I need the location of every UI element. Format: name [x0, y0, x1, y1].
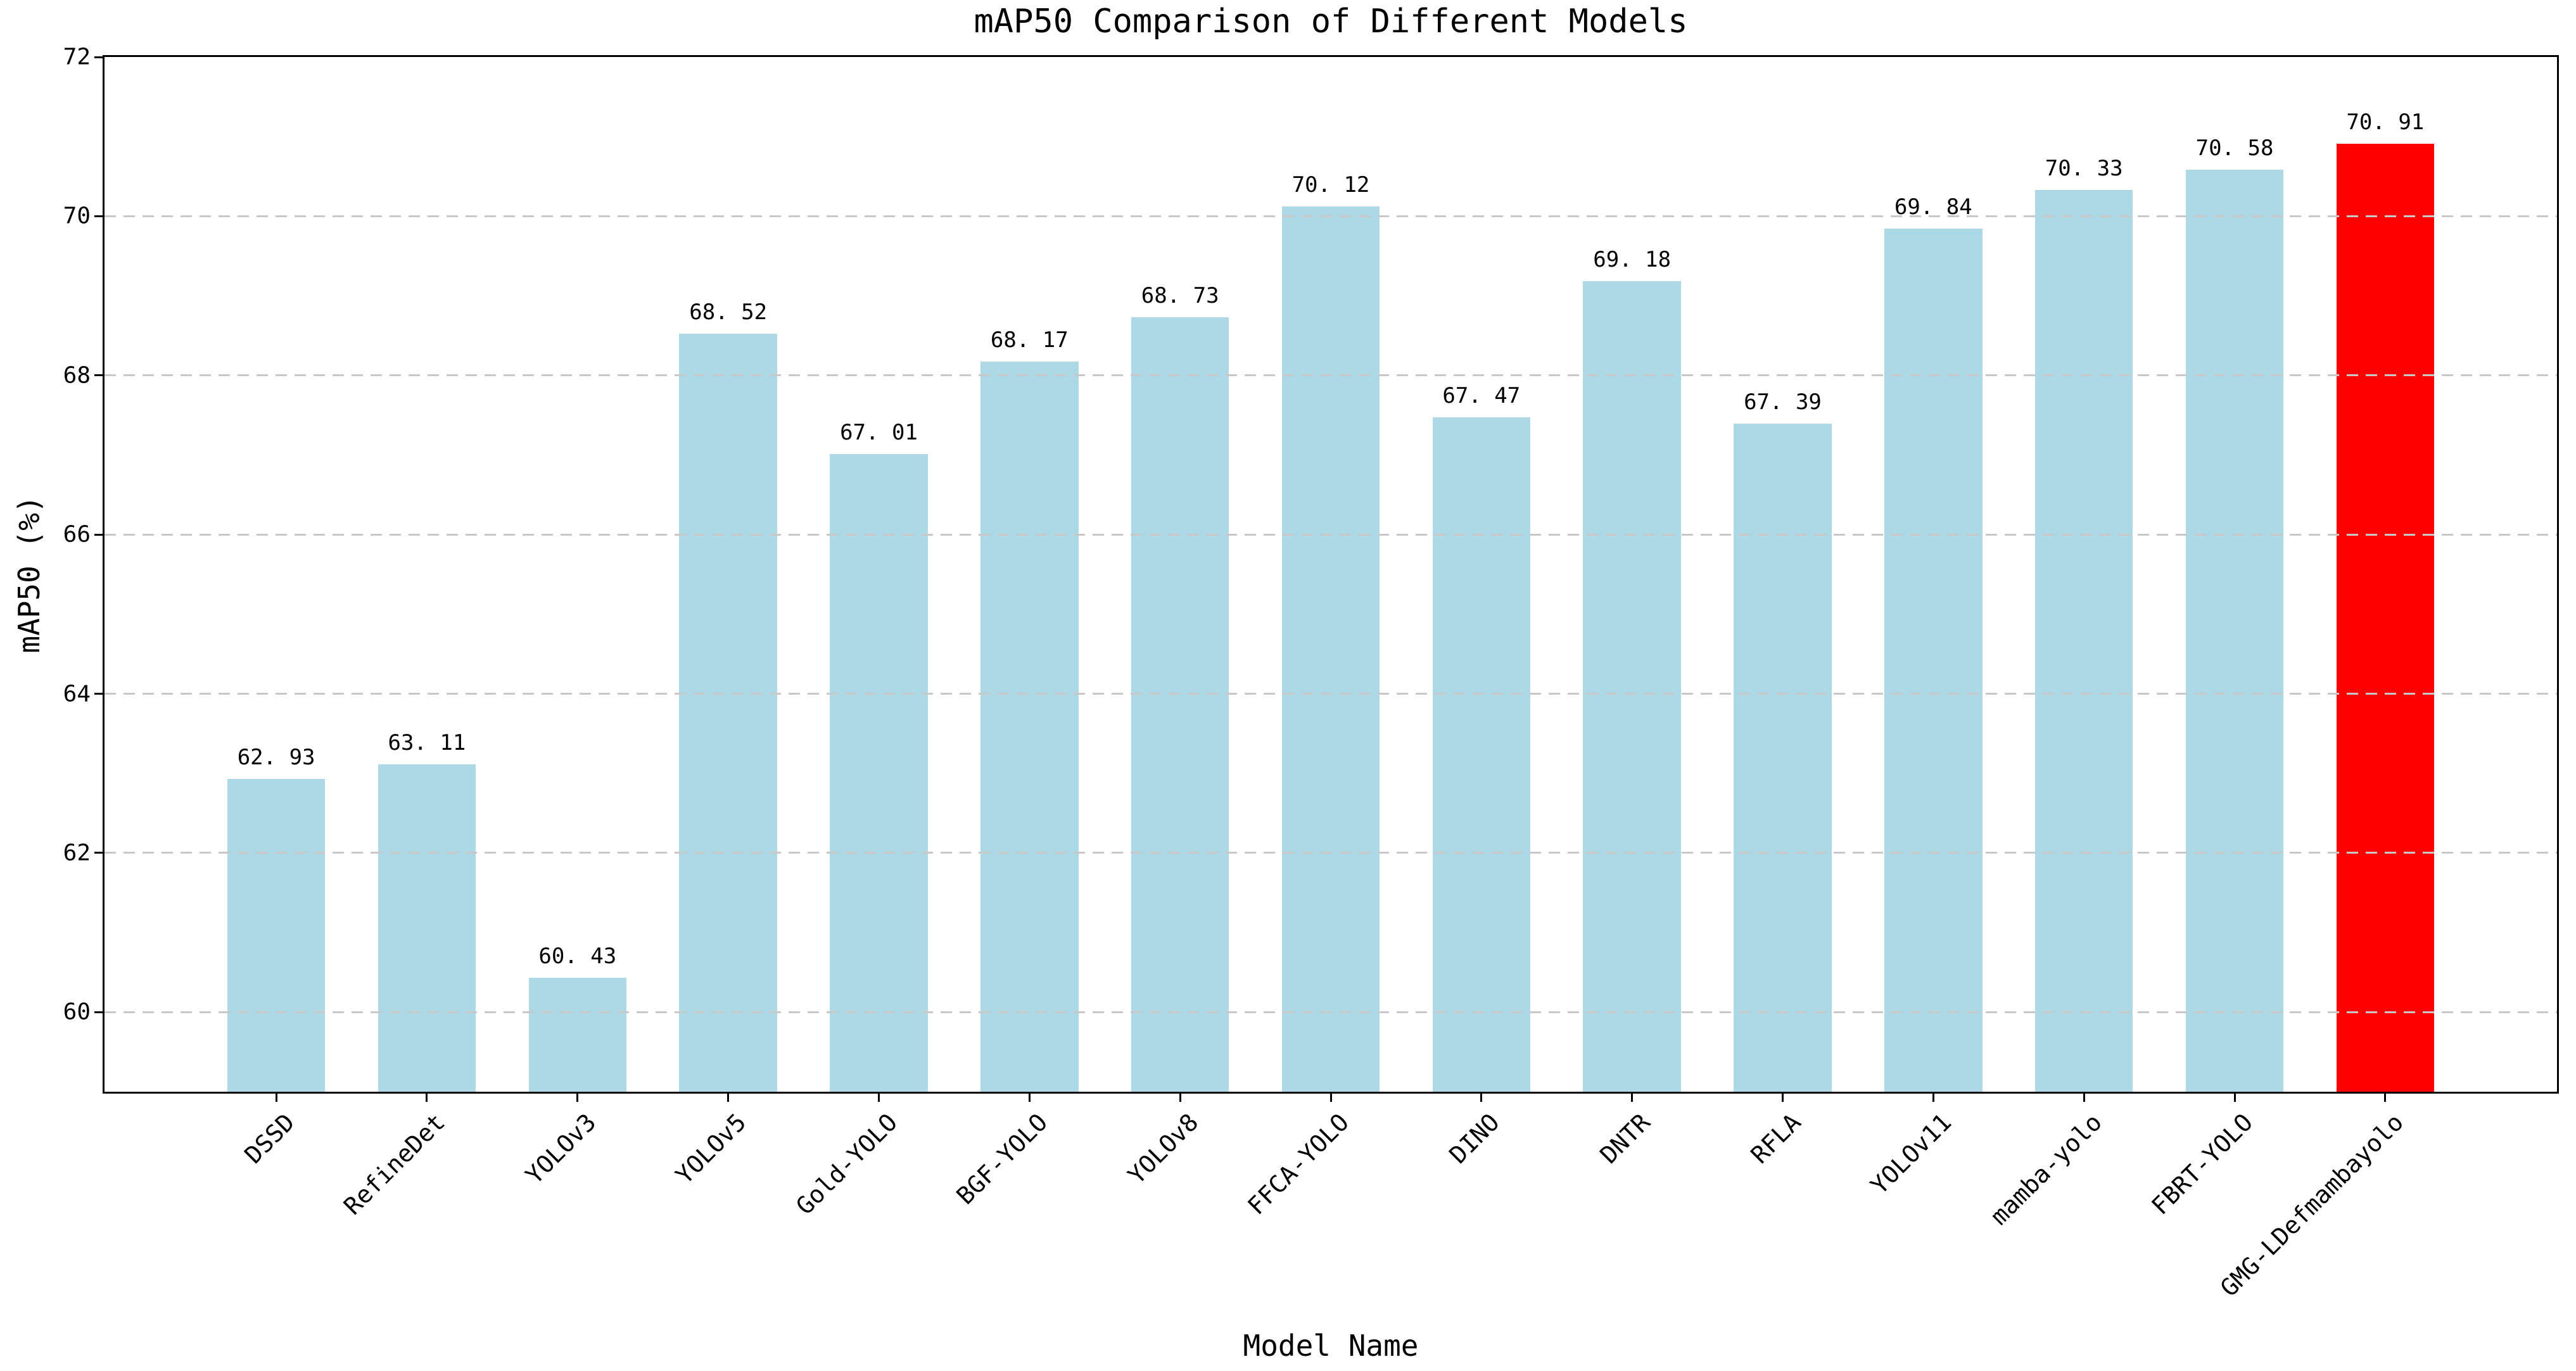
bar — [378, 764, 476, 1092]
plot-area: 62. 93 DSSD 63. 11 RefineDet 60. 43 YOLOv3 68.… — [63, 44, 2557, 1302]
bar-value-label: 70. 12 — [1291, 172, 1370, 198]
bar-value-label: 67. 39 — [1744, 389, 1822, 415]
y-tick-label: 60 — [63, 999, 91, 1025]
x-tick-mark — [576, 1092, 579, 1102]
x-tick-mark — [1028, 1092, 1031, 1102]
bar — [1583, 281, 1681, 1092]
bar-value-label: 62. 93 — [237, 745, 315, 771]
x-tick-label: mamba-yolo — [1985, 1108, 2108, 1230]
x-tick-label: BGF-YOLO — [951, 1108, 1053, 1210]
bar-value-label: 70. 91 — [2346, 110, 2425, 135]
bar — [2336, 144, 2435, 1092]
x-tick-label: RefineDet — [338, 1108, 451, 1220]
y-tick-label: 66 — [63, 521, 91, 548]
x-tick-mark — [1932, 1092, 1934, 1102]
x-tick-label: YOLOv11 — [1865, 1108, 1957, 1200]
bar-value-label: 60. 43 — [538, 944, 617, 970]
x-tick-mark — [877, 1092, 880, 1102]
x-tick-label: RFLA — [1745, 1108, 1806, 1169]
y-tick-label: 70 — [63, 203, 91, 229]
x-tick-mark — [275, 1092, 277, 1102]
gridline — [105, 215, 2557, 217]
bar-value-label: 70. 58 — [2195, 136, 2274, 161]
x-tick-mark — [1480, 1092, 1483, 1102]
x-tick-mark — [1631, 1092, 1634, 1102]
x-tick-label: YOLOv8 — [1122, 1108, 1204, 1190]
x-tick-mark — [426, 1092, 428, 1102]
x-tick-mark — [2384, 1092, 2387, 1102]
x-tick-label: YOLOv3 — [519, 1108, 601, 1190]
x-tick-label: FFCA-YOLO — [1242, 1108, 1355, 1220]
gridline — [105, 1011, 2557, 1013]
y-tick-label: 72 — [63, 44, 91, 70]
x-tick-mark — [2083, 1092, 2085, 1102]
bar — [1131, 317, 1229, 1092]
y-tick-mark — [94, 374, 105, 377]
x-tick-mark — [727, 1092, 730, 1102]
x-axis-label: Model Name — [1243, 1329, 1419, 1363]
x-tick-mark — [2233, 1092, 2236, 1102]
bar-value-label: 67. 47 — [1442, 383, 1521, 409]
gridline — [105, 374, 2557, 377]
bar-value-label: 69. 18 — [1593, 247, 1672, 273]
x-tick-label: Gold-YOLO — [790, 1108, 903, 1220]
x-tick-mark — [1782, 1092, 1784, 1102]
bar-value-label: 63. 11 — [388, 730, 466, 756]
bar — [679, 334, 777, 1092]
y-tick-mark — [94, 852, 105, 854]
y-tick-label: 64 — [63, 681, 91, 707]
x-tick-label: DSSD — [239, 1108, 300, 1169]
bar — [528, 978, 627, 1092]
y-tick-mark — [94, 56, 105, 58]
y-axis-label: mAP50 (%) — [12, 495, 46, 654]
y-tick-mark — [94, 1011, 105, 1013]
gridline — [105, 533, 2557, 536]
bar-value-label: 68. 52 — [689, 300, 768, 325]
bar-value-label: 70. 33 — [2045, 155, 2123, 181]
bar — [980, 362, 1079, 1092]
bar — [1281, 206, 1380, 1092]
y-tick-mark — [94, 693, 105, 695]
bar — [2034, 189, 2133, 1092]
bar-value-label: 67. 01 — [840, 420, 918, 446]
chart-title: mAP50 Comparison of Different Models — [974, 3, 1688, 41]
bar — [227, 779, 326, 1092]
bar — [2185, 170, 2284, 1092]
bar — [830, 454, 928, 1092]
gridline — [105, 852, 2557, 854]
gridline — [105, 693, 2557, 695]
y-tick-label: 68 — [63, 362, 91, 389]
x-tick-mark — [1329, 1092, 1332, 1102]
bar — [1432, 417, 1531, 1092]
bar-value-label: 68. 17 — [990, 327, 1069, 353]
y-tick-mark — [94, 533, 105, 536]
y-tick-label: 62 — [63, 840, 91, 866]
y-tick-mark — [94, 215, 105, 217]
x-tick-label: DINO — [1444, 1108, 1505, 1169]
x-tick-label: DNTR — [1594, 1108, 1656, 1169]
x-tick-mark — [1179, 1092, 1181, 1102]
bar-value-label: 68. 73 — [1141, 283, 1219, 308]
x-tick-label: FBRT-YOLO — [2146, 1108, 2259, 1220]
bar — [1884, 229, 1983, 1092]
x-tick-label: YOLOv5 — [670, 1108, 752, 1190]
bar-value-label: 69. 84 — [1894, 194, 1972, 220]
bar — [1734, 424, 1832, 1092]
